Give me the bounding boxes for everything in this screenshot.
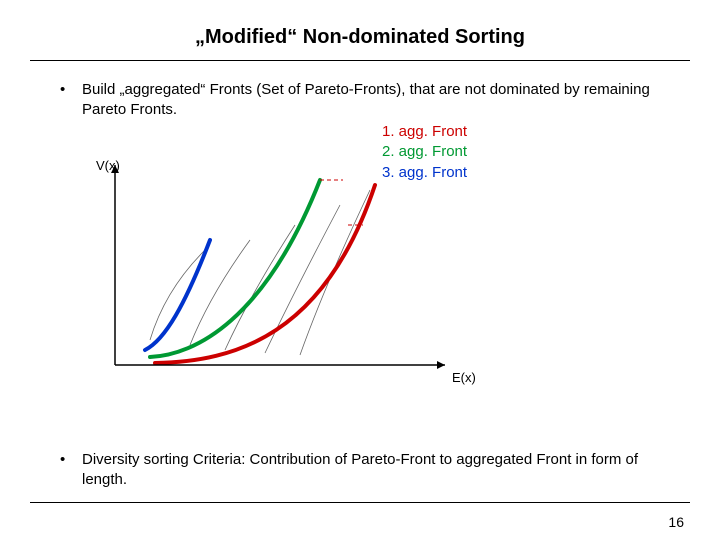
bullet-2-text: Diversity sorting Criteria: Contribution… bbox=[82, 451, 638, 488]
pareto-chart bbox=[95, 145, 455, 395]
x-axis-label: E(x) bbox=[452, 370, 476, 385]
bullet-2: • Diversity sorting Criteria: Contributi… bbox=[82, 450, 672, 491]
page-number: 16 bbox=[668, 514, 684, 530]
top-rule bbox=[30, 60, 690, 61]
slide-title: „Modified“ Non-dominated Sorting bbox=[0, 26, 720, 49]
bullet-dot: • bbox=[60, 450, 65, 470]
legend-item-1: 1. agg. Front bbox=[382, 122, 467, 142]
legend-item-1-label: 1. agg. Front bbox=[382, 123, 467, 140]
bullet-1-text: Build „aggregated“ Fronts (Set of Pareto… bbox=[82, 81, 650, 118]
bullet-dot: • bbox=[60, 80, 65, 100]
bottom-rule bbox=[30, 502, 690, 503]
bullet-1: • Build „aggregated“ Fronts (Set of Pare… bbox=[82, 80, 672, 121]
